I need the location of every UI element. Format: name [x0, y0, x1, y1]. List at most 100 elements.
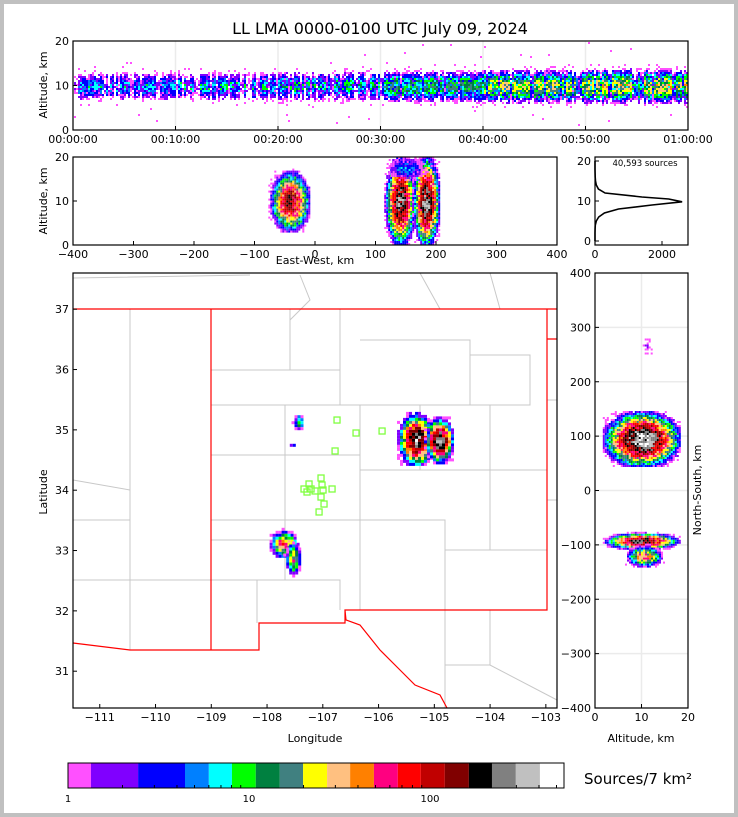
- source-cell: [360, 84, 362, 86]
- source-cell: [174, 90, 176, 92]
- source-cell: [392, 183, 395, 185]
- source-cell: [128, 96, 130, 98]
- source-cell: [386, 211, 389, 213]
- source-cell: [284, 86, 286, 88]
- source-cell: [592, 94, 594, 96]
- source-cell: [642, 76, 644, 78]
- source-cell: [366, 84, 368, 86]
- source-cell: [684, 102, 686, 104]
- source-cell: [294, 230, 297, 233]
- source-cell: [272, 84, 274, 86]
- source-cell: [588, 88, 590, 90]
- source-cell: [644, 86, 646, 88]
- source-cell: [426, 86, 428, 88]
- source-cell: [212, 84, 214, 86]
- source-cell: [210, 86, 212, 88]
- source-cell: [394, 96, 396, 98]
- source-cell: [252, 86, 254, 88]
- source-cell: [398, 92, 400, 94]
- source-cell: [174, 74, 176, 76]
- source-cell: [568, 86, 570, 88]
- source-cell: [476, 98, 478, 100]
- source-cell: [244, 68, 246, 70]
- source-cell: [558, 92, 560, 94]
- source-cell: [304, 200, 307, 203]
- source-cell: [400, 191, 403, 193]
- source-cell: [220, 84, 222, 86]
- source-cell: [580, 78, 582, 80]
- source-cell: [502, 94, 504, 96]
- source-cell: [370, 86, 372, 88]
- source-cell: [120, 76, 122, 78]
- source-cell: [512, 72, 514, 74]
- source-cell: [388, 173, 391, 175]
- source-cell: [484, 80, 486, 82]
- source-cell: [272, 74, 274, 76]
- source-cell: [524, 74, 526, 76]
- source-cell: [426, 92, 428, 94]
- source-cell: [398, 86, 400, 88]
- source-cell: [594, 82, 596, 84]
- source-cell: [522, 74, 524, 76]
- source-cell: [314, 98, 316, 100]
- source-cell: [610, 96, 612, 98]
- source-cell: [392, 231, 395, 233]
- source-cell: [396, 78, 398, 80]
- source-cell: [630, 72, 632, 74]
- source-cell: [280, 214, 283, 217]
- source-cell: [190, 88, 192, 90]
- source-cell: [298, 96, 300, 98]
- source-cell: [146, 92, 148, 94]
- source-cell: [652, 76, 654, 78]
- source-cell: [534, 88, 536, 90]
- source-cell: [302, 196, 305, 199]
- source-cell: [366, 92, 368, 94]
- source-cell: [290, 92, 292, 94]
- source-cell: [566, 78, 568, 80]
- source-cell: [284, 96, 286, 98]
- source-cell: [522, 106, 524, 108]
- source-cell: [508, 98, 510, 100]
- source-cell: [278, 102, 280, 104]
- source-cell: [392, 221, 395, 223]
- source-cell: [388, 84, 390, 86]
- source-cell: [614, 92, 616, 94]
- source-cell: [304, 208, 307, 211]
- source-cell: [336, 88, 338, 90]
- source-cell: [84, 86, 86, 88]
- source-cell: [434, 80, 436, 82]
- source-cell: [434, 94, 436, 96]
- source-cell: [398, 96, 400, 98]
- source-cell: [302, 192, 305, 195]
- source-cell: [642, 86, 644, 88]
- source-cell: [644, 104, 646, 106]
- source-cell: [298, 198, 301, 201]
- source-cell: [290, 202, 293, 205]
- source-cell: [504, 90, 506, 92]
- source-cell: [660, 102, 662, 104]
- source-cell: [568, 74, 570, 76]
- source-cell: [402, 72, 404, 74]
- source-cell: [146, 76, 148, 78]
- source-cell: [168, 90, 170, 92]
- source-cell: [94, 88, 96, 90]
- source-cell: [342, 86, 344, 88]
- source-cell: [366, 80, 368, 82]
- source-cell: [460, 70, 462, 72]
- source-cell: [126, 74, 128, 76]
- source-cell: [574, 92, 576, 94]
- source-cell: [396, 92, 398, 94]
- source-cell: [616, 80, 618, 82]
- source-cell: [306, 220, 309, 223]
- source-cell: [442, 88, 444, 90]
- source-cell: [302, 198, 305, 201]
- source-cell: [616, 84, 618, 86]
- source-cell: [516, 96, 518, 98]
- source-cell: [556, 100, 558, 102]
- source-cell: [166, 94, 168, 96]
- source-cell: [150, 108, 152, 110]
- source-cell: [616, 70, 618, 72]
- source-cell: [206, 76, 208, 78]
- source-cell: [274, 76, 276, 78]
